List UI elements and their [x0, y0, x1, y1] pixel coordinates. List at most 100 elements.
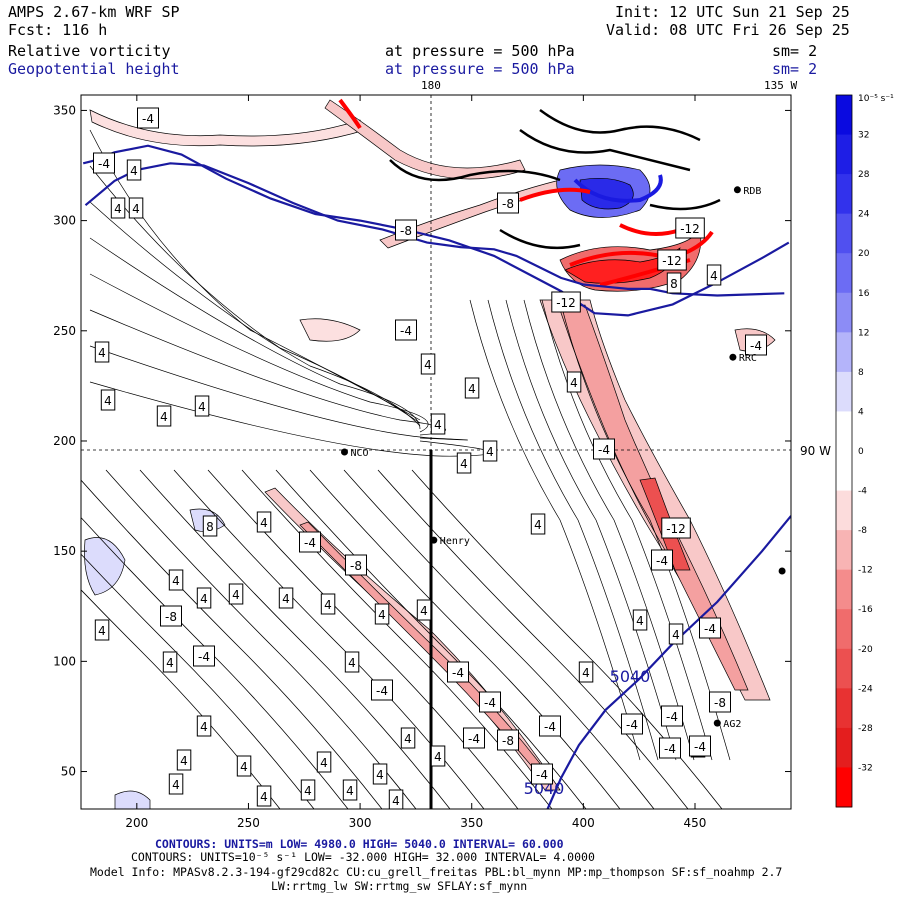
model-title: AMPS 2.67-km WRF SP [8, 3, 180, 21]
colorbar-swatch [836, 609, 852, 650]
svg-text:4: 4 [320, 756, 328, 770]
vorticity-contour-label: 4 [416, 599, 432, 621]
svg-text:4: 4 [424, 358, 432, 372]
svg-text:4: 4 [200, 592, 208, 606]
vorticity-contour-label: -4 [479, 691, 501, 713]
contours-height-info: CONTOURS: UNITS=m LOW= 4980.0 HIGH= 5040… [155, 837, 564, 851]
svg-text:4: 4 [172, 778, 180, 792]
vorticity-contour-label: 4 [456, 452, 472, 474]
vorticity-band [299, 318, 361, 342]
y-tick-label: 350 [53, 103, 76, 117]
colorbar-swatch [836, 530, 852, 571]
vorticity-contour-label: -4 [659, 737, 681, 759]
svg-text:4: 4 [104, 394, 112, 408]
vorticity-isoline [89, 273, 429, 433]
svg-text:-8: -8 [714, 696, 726, 710]
vorticity-contour-label: -4 [447, 661, 469, 683]
plot-frame [80, 94, 792, 810]
vorticity-core [389, 159, 561, 182]
svg-text:4: 4 [434, 750, 442, 764]
vorticity-contour-label: -12 [661, 517, 691, 539]
model-info-2: LW:rrtmg_lw SW:rrtmg_sw SFLAY:sf_mynn [271, 879, 528, 893]
lon-label-90w: 90 W [800, 444, 831, 458]
station-marker [778, 567, 786, 575]
vorticity-contour-label: 4 [110, 197, 126, 219]
colorbar-tick-label: 12 [858, 328, 869, 338]
vorticity-contour-label: 4 [400, 727, 416, 749]
height-contour-line [82, 144, 790, 317]
vorticity-contour-label: 4 [632, 609, 648, 631]
vorticity-band [84, 537, 126, 596]
svg-text:4: 4 [376, 768, 384, 782]
forecast-hour: Fcst: 116 h [8, 21, 108, 39]
vorticity-isoline [105, 469, 417, 809]
vorticity-contour-label: -8 [497, 192, 519, 214]
vorticity-contour-label: 4 [168, 569, 184, 591]
colorbar-unit: 10⁻⁵ s⁻¹ [858, 94, 894, 104]
svg-text:-12: -12 [680, 222, 700, 236]
svg-text:4: 4 [392, 794, 400, 808]
vorticity-contour-label: 4 [228, 583, 244, 605]
vorticity-contour-label: 4 [578, 661, 594, 683]
vorticity-contour-label: 4 [256, 511, 272, 533]
colorbar-tick-label: 16 [858, 289, 870, 299]
x-tick-label: 250 [237, 816, 260, 830]
vorticity-contour-label: -4 [689, 735, 711, 757]
svg-text:-8: -8 [400, 224, 412, 238]
vorticity-contour-label: 4 [566, 371, 582, 393]
colorbar-frame [835, 94, 853, 808]
vorticity-contour-label: -4 [395, 319, 417, 341]
vorticity-contour-label: -4 [299, 531, 321, 553]
height-contour-line [546, 515, 791, 809]
vorticity-contour-label: 4 [94, 341, 110, 363]
svg-text:-4: -4 [98, 157, 110, 171]
vorticity-contour-label: -12 [551, 291, 581, 313]
svg-text:RRC: RRC [739, 353, 757, 364]
svg-text:4: 4 [260, 516, 268, 530]
vorticity-contour-label: -4 [137, 107, 159, 129]
svg-text:-4: -4 [304, 536, 316, 550]
svg-text:8: 8 [206, 520, 214, 534]
vorticity-contour-label: 4 [668, 623, 684, 645]
colorbar-swatch [836, 332, 852, 373]
svg-text:-8: -8 [502, 197, 514, 211]
axis-ticks: 200 250 300 350 400 450 50 100 150 200 250 300 350 [53, 95, 791, 830]
vorticity-contour-label: -8 [497, 729, 519, 751]
vorticity-contour-label: 4 [94, 619, 110, 641]
vorticity-contour-label: -4 [699, 617, 721, 639]
colorbar-swatch [836, 648, 852, 689]
svg-text:4: 4 [260, 790, 268, 804]
colorbar-swatch [836, 411, 852, 452]
vorticity-contour-label: 4 [320, 593, 336, 615]
vorticity-contour-label: 4 [430, 745, 446, 767]
svg-text:RDB: RDB [743, 186, 761, 197]
svg-text:-4: -4 [544, 720, 556, 734]
station-rrc: RRC [729, 353, 757, 364]
vorticity-core [649, 198, 721, 211]
colorbar-tick-label: -24 [858, 684, 873, 694]
vorticity-isoline [469, 299, 641, 761]
vorticity-contour-label: 4 [530, 513, 546, 535]
svg-text:AG2: AG2 [723, 719, 741, 730]
svg-text:-4: -4 [142, 112, 154, 126]
vorticity-contour-label: 8 [666, 272, 682, 294]
y-tick-label: 300 [53, 214, 76, 228]
svg-text:-4: -4 [694, 740, 706, 754]
svg-text:-4: -4 [198, 650, 210, 664]
svg-text:-4: -4 [704, 622, 716, 636]
colorbar-swatch [836, 688, 852, 729]
vorticity-band [579, 178, 634, 210]
vorticity-contour-label: -4 [593, 438, 615, 460]
vorticity-contour-label: -4 [463, 727, 485, 749]
vorticity-contour-label: -8 [709, 691, 731, 713]
svg-text:-4: -4 [656, 554, 668, 568]
station-markers: NCO Henry AG2 RRC RDB [341, 186, 786, 730]
vorticity-isoline [487, 299, 659, 761]
y-tick-label: 100 [53, 654, 76, 668]
svg-text:-8: -8 [350, 559, 362, 573]
vorticity-contour-label: -8 [160, 605, 182, 627]
vorticity-isoline [541, 299, 713, 761]
svg-text:4: 4 [404, 732, 412, 746]
vorticity-contour-label: -12 [675, 217, 705, 239]
